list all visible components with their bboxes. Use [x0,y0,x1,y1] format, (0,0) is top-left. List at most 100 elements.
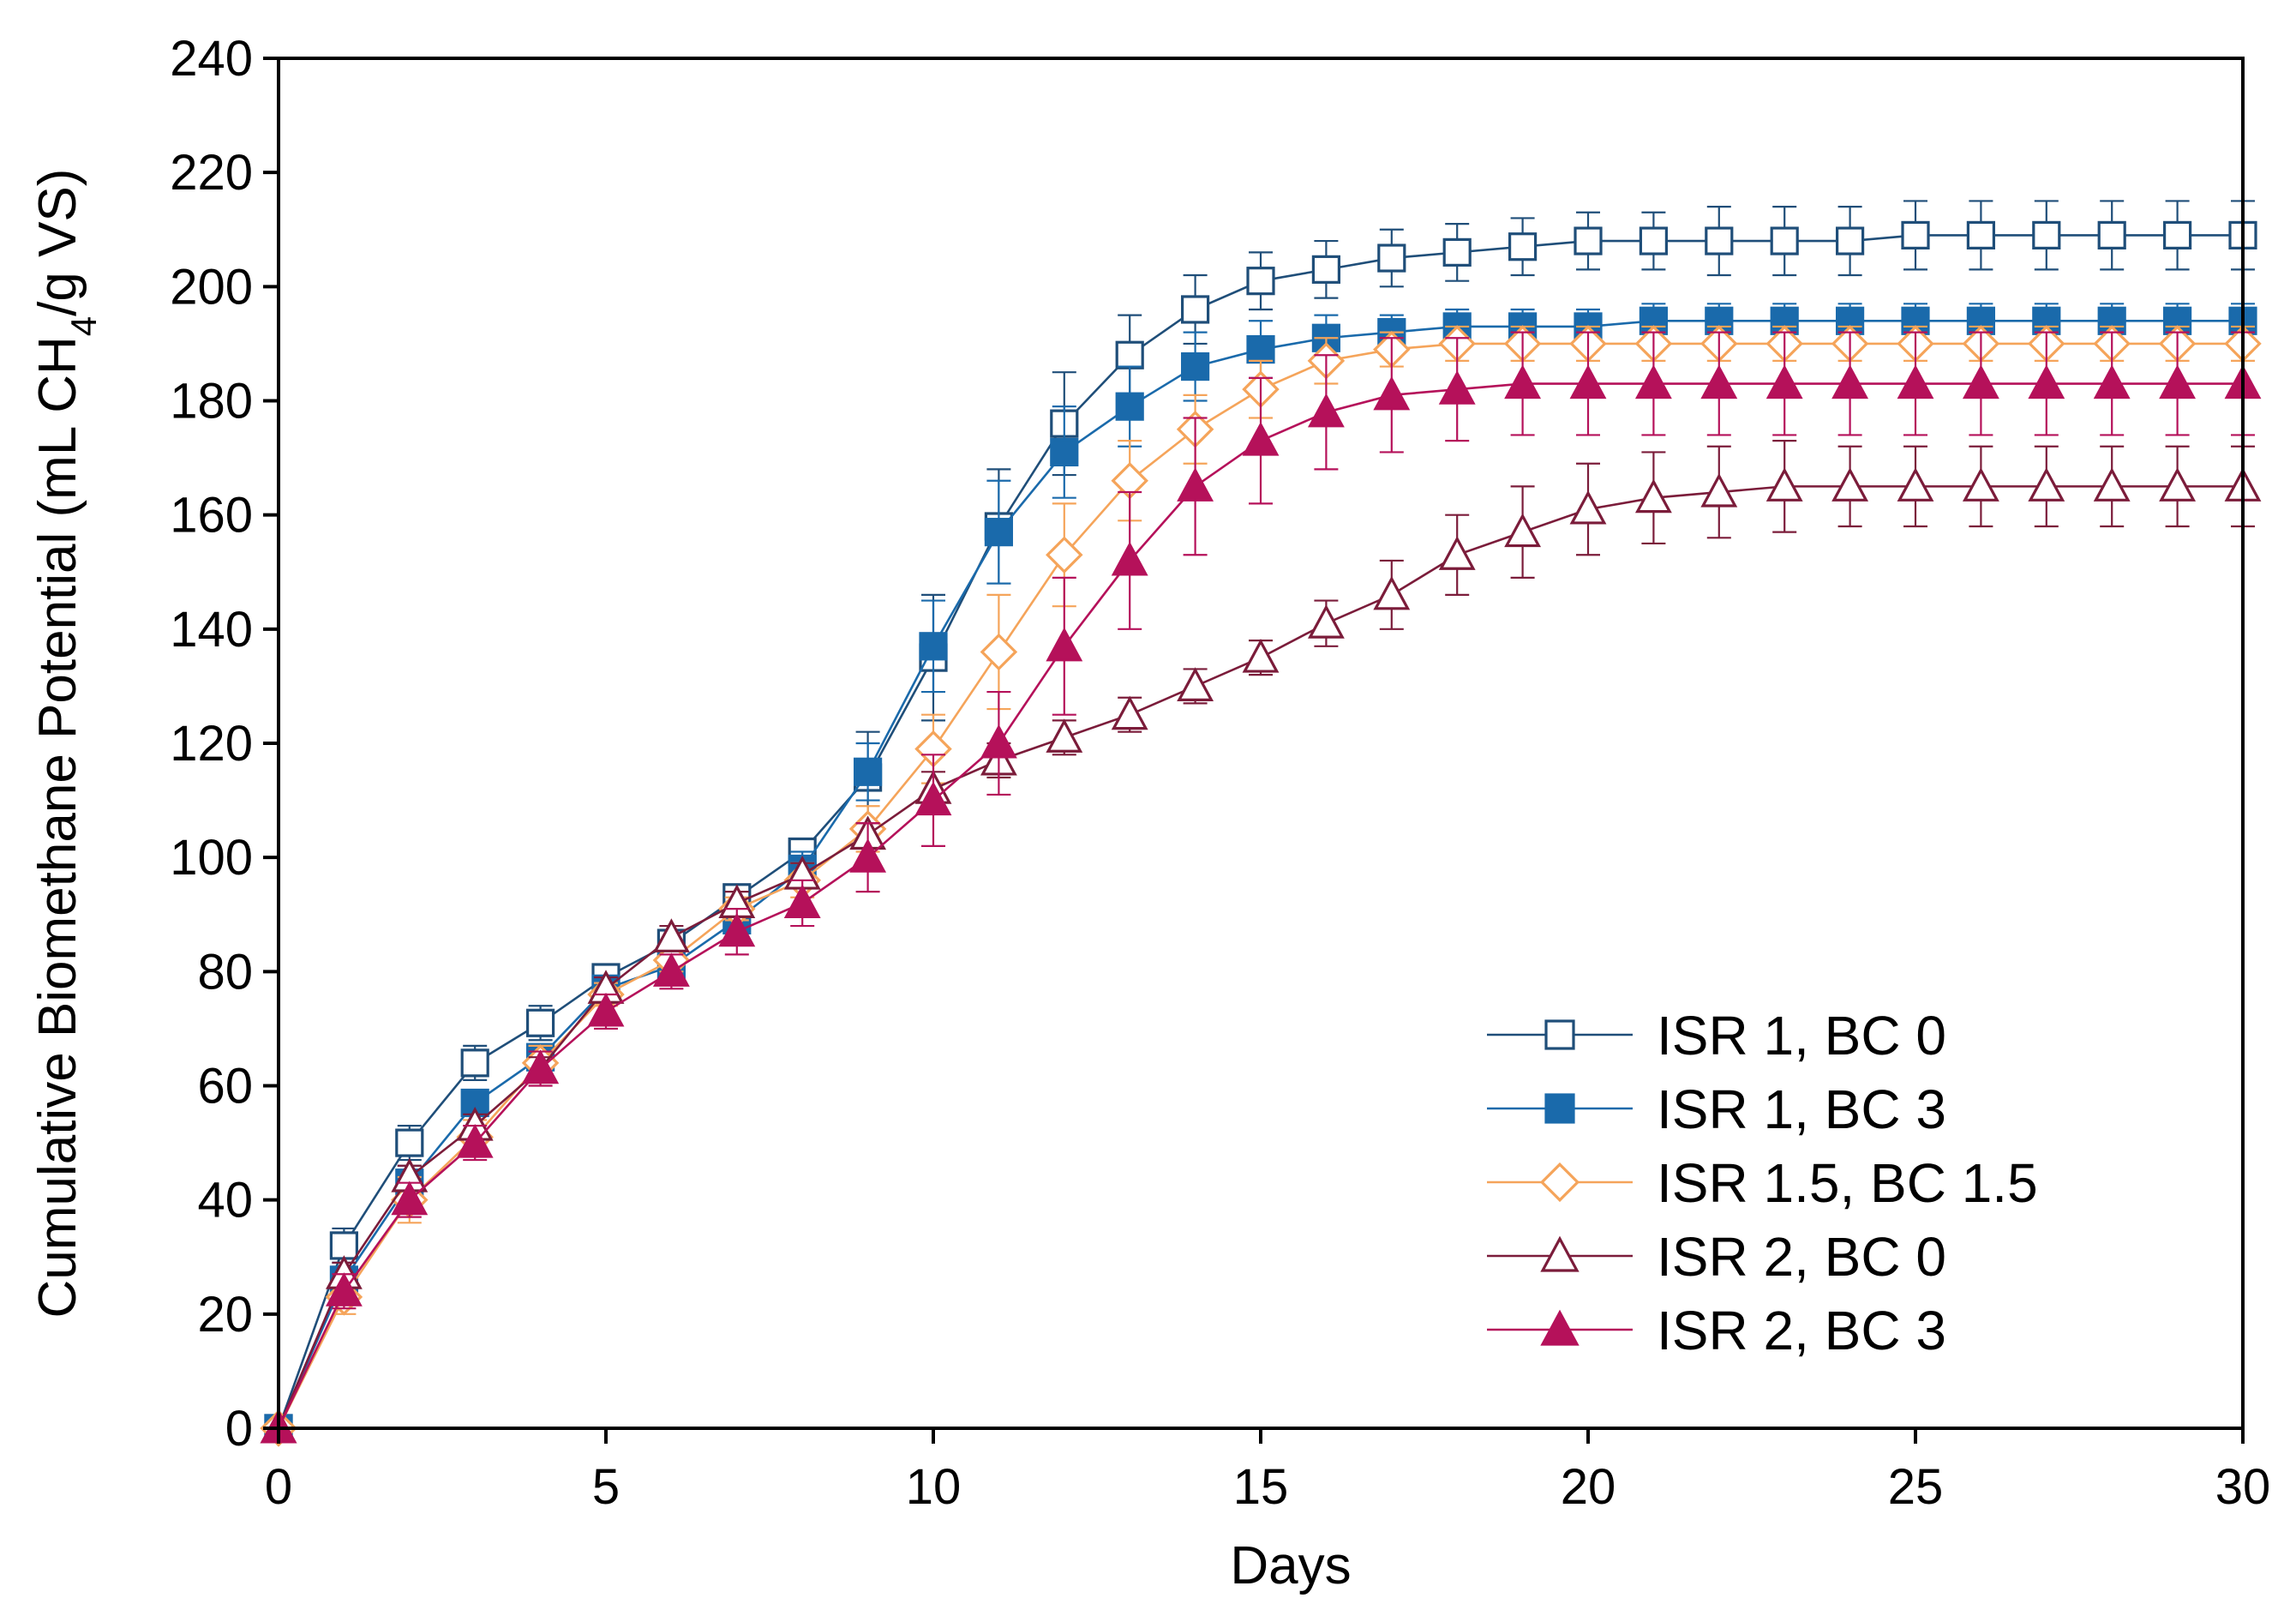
data-point [718,912,756,947]
data-point [1770,226,1799,255]
y-tick-label: 60 [197,1059,253,1114]
data-point [1634,364,1672,399]
legend-marker [1544,1019,1575,1050]
data-point [1765,467,1803,502]
legend-item-5: ISR 2, BC 3 [1487,1300,1946,1361]
data-point [1765,364,1803,399]
legend-label: ISR 1, BC 3 [1657,1078,1946,1140]
series-5 [260,331,2262,1444]
x-tick-label: 10 [906,1459,962,1515]
y-tick-label: 180 [170,374,253,430]
legend-marker [1539,1162,1580,1203]
x-tick-label: 20 [1561,1459,1616,1515]
data-point [1246,334,1275,364]
data-point [325,1272,363,1307]
data-point [1639,226,1669,255]
y-tick-label: 20 [197,1287,253,1343]
x-tick-label: 5 [592,1459,620,1515]
y-axis-title: Cumulative Biomethane Potential (mL CH4/… [28,169,104,1319]
data-point [2159,364,2197,399]
data-point [395,1128,424,1157]
legend-item-3: ISR 1.5, BC 1.5 [1487,1152,2038,1214]
y-axis-title-part: /g VS) [28,169,87,316]
y-tick-label: 0 [225,1401,253,1457]
data-point [1831,364,1869,399]
legend-label: ISR 1.5, BC 1.5 [1657,1152,2038,1214]
data-point [1111,695,1148,730]
data-point [1831,467,1869,502]
data-point [2093,467,2131,502]
y-tick-label: 40 [197,1173,253,1229]
data-point [329,1231,358,1260]
y-axis-title-subscript: 4 [63,316,104,336]
data-point [1046,627,1083,662]
data-point [1111,541,1148,576]
data-point [587,992,625,1027]
data-point [1180,295,1210,324]
data-point [391,1180,429,1216]
data-point [1634,478,1672,514]
data-point [1246,267,1275,296]
data-point [1050,437,1079,467]
legend-marker [1540,1309,1580,1346]
y-tick-label: 100 [170,830,253,886]
y-tick-label: 220 [170,145,253,201]
data-point [1962,467,1999,502]
data-point [1177,667,1214,701]
y-tick-label: 160 [170,488,253,544]
data-point [1242,421,1280,456]
data-point [1700,364,1738,399]
legend-label: ISR 1, BC 0 [1657,1005,1946,1066]
data-point [1504,513,1542,548]
data-point [2097,220,2126,250]
data-point [1508,232,1538,261]
data-point [1836,226,1865,255]
data-point [1962,364,1999,399]
data-point [1569,490,1607,525]
data-point [1438,536,1476,570]
data-point [914,781,952,816]
y-tick-label: 200 [170,259,253,315]
y-tick-label: 80 [197,944,253,1000]
y-axis-title-part: Cumulative Biomethane Potential (mL CH [28,336,87,1318]
legend-item-1: ISR 1, BC 0 [1487,1005,1946,1066]
data-point [1700,472,1738,508]
data-point [2032,220,2061,250]
data-point [783,884,821,918]
y-tick-label: 140 [170,602,253,658]
data-point [1901,220,1930,250]
data-point [1115,340,1144,369]
x-tick-label: 25 [1888,1459,1944,1515]
data-point [1046,718,1083,753]
x-axis-title: Days [1230,1536,1351,1595]
data-point [460,1048,489,1078]
y-tick-label: 120 [170,716,253,772]
data-point [1377,243,1406,273]
legend-item-4: ISR 2, BC 0 [1487,1226,1946,1288]
legend-marker [1540,1235,1580,1272]
x-tick-label: 15 [1233,1459,1289,1515]
data-point [1307,604,1345,639]
data-point [919,632,948,661]
axes: 0 20 40 60 80 100 120 140 160 180 200 220 240 0 5 10 15 2… [28,31,2270,1595]
data-point [1373,375,1411,411]
legend-item-2: ISR 1, BC 3 [1487,1078,1946,1140]
data-point [2028,364,2065,399]
x-tick-label: 0 [265,1459,292,1515]
data-point [984,518,1014,547]
data-point [980,724,1017,759]
data-point [1574,226,1603,255]
data-point [980,633,1018,671]
data-point [456,1123,494,1158]
data-point [1311,255,1341,284]
data-point [2093,364,2131,399]
data-point [1705,226,1734,255]
data-point [849,838,887,873]
plot-series [260,200,2262,1447]
data-point [1966,220,1995,250]
x-tick-label: 30 [2215,1459,2271,1515]
data-point [1897,364,1934,399]
data-point [652,918,690,952]
